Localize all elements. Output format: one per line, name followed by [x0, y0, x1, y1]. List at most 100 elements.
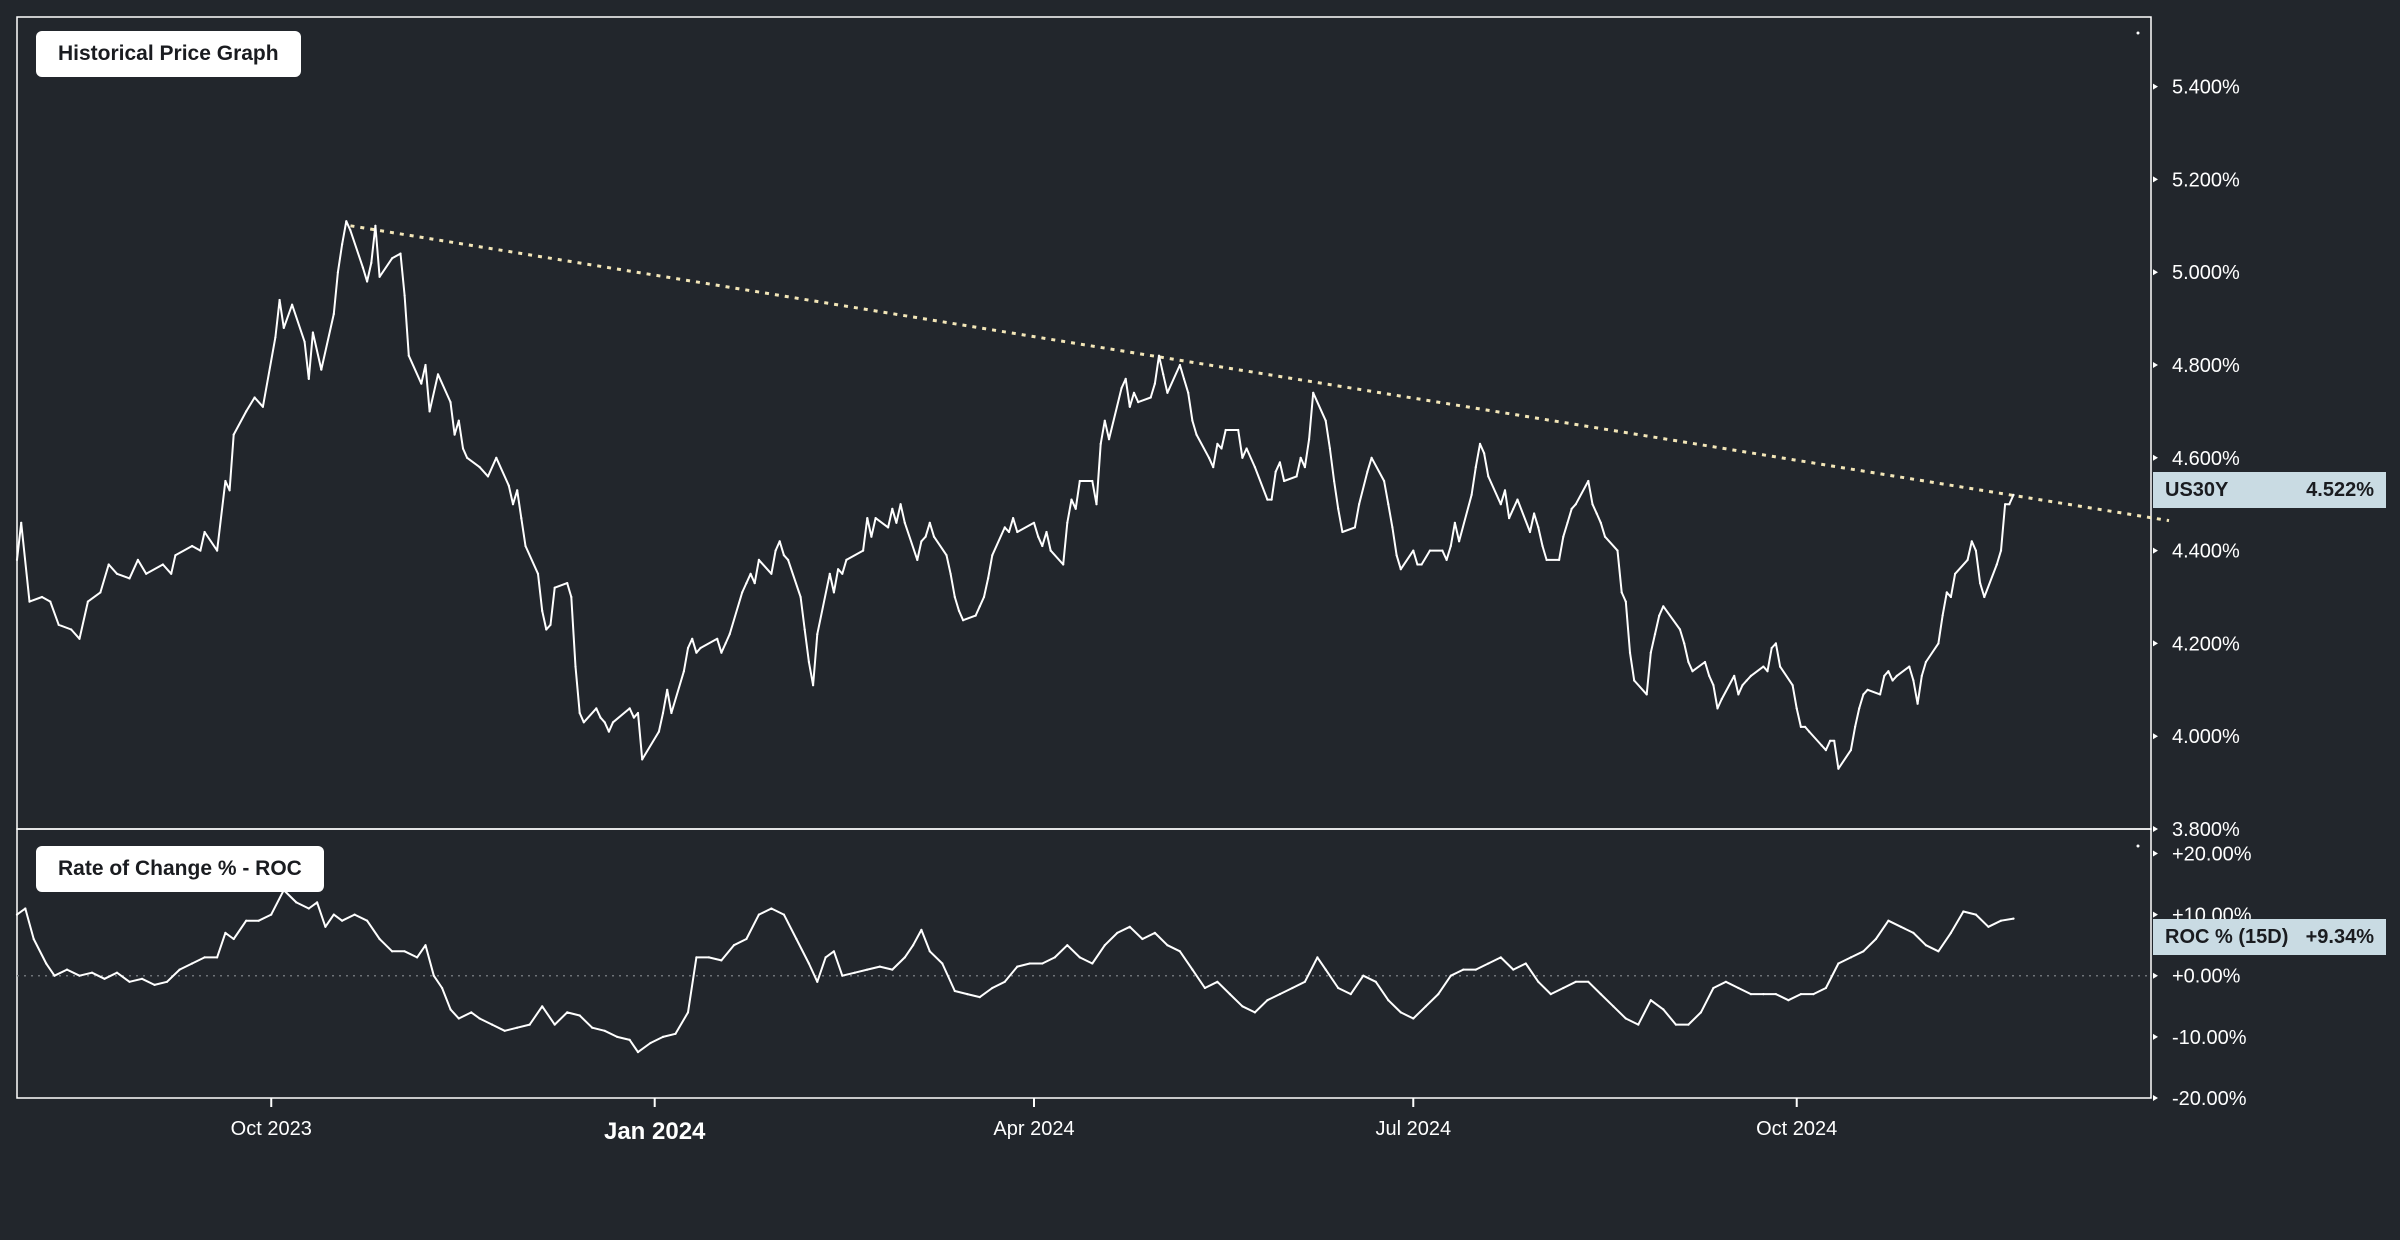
price-panel-title: Historical Price Graph [36, 31, 301, 77]
price-series-point [1441, 549, 1444, 552]
price-series-point [1587, 479, 1590, 483]
roc-series-point [103, 977, 106, 980]
roc-value-flag: ROC % (15D) +9.34% [2153, 919, 2386, 955]
price-series-point [70, 628, 73, 631]
roc-y-tick-marker [2153, 1033, 2158, 1040]
roc-series-point [1912, 931, 1915, 935]
price-series-point [1791, 684, 1794, 687]
price-series-point [1829, 739, 1832, 742]
roc-series-point [503, 1029, 506, 1032]
roc-series-point [1191, 968, 1194, 971]
x-tick-label: Jul 2024 [1375, 1118, 1451, 1140]
roc-series-point [1624, 1017, 1627, 1020]
x-tick-label: Jan 2024 [604, 1118, 706, 1145]
price-series-point [1399, 568, 1402, 571]
roc-series-point [1937, 950, 1940, 953]
roc-series-point [416, 956, 419, 959]
roc-series-point [128, 980, 131, 983]
price-series-point [549, 623, 552, 626]
roc-panel-frame [16, 828, 2152, 1099]
roc-series-point [65, 968, 69, 971]
price-series-point [1453, 521, 1456, 524]
price-series-point [1358, 503, 1361, 506]
price-series-point [1891, 679, 1894, 682]
price-series-point [1716, 707, 1719, 710]
price-series-point [536, 572, 540, 575]
price-series-point [1616, 549, 1619, 552]
price-series-point [1983, 595, 1986, 599]
roc-series-point [616, 1035, 619, 1038]
roc-y-tick-marker [2153, 972, 2158, 979]
price-series-point [1470, 493, 1473, 496]
price-series-point [1858, 707, 1861, 710]
price-series-point [191, 544, 194, 548]
price-series-point [1895, 674, 1898, 678]
price-series-point [1274, 470, 1277, 473]
price-series-point [1512, 507, 1515, 510]
roc-series-point [232, 937, 235, 941]
roc-series-point [449, 1008, 452, 1011]
price-series-point [641, 758, 644, 761]
roc-series-point [1874, 937, 1877, 941]
price-series-point [1153, 382, 1156, 385]
price-series-point [1591, 503, 1594, 506]
roc-series-point [1362, 974, 1365, 977]
price-series-point [1541, 544, 1544, 548]
price-series-point [1428, 549, 1431, 552]
price-series-point [1124, 377, 1127, 380]
price-series-point [595, 707, 598, 710]
price-series-point [1570, 507, 1573, 510]
price-series-point [1645, 693, 1648, 696]
price-y-tick-label: 4.000% [2172, 726, 2240, 748]
price-series-point [199, 549, 202, 552]
x-tick-label: Oct 2024 [1756, 1118, 1837, 1140]
roc-series-point [1449, 974, 1452, 977]
roc-series-point [528, 1023, 531, 1026]
roc-series-point [1824, 986, 1827, 990]
price-series-point [1849, 749, 1852, 752]
roc-series-point [1837, 962, 1840, 965]
price-series-point [545, 628, 548, 631]
price-series-point [1837, 767, 1840, 770]
price-series-point [1299, 456, 1302, 459]
price-series-point [224, 479, 227, 483]
roc-series-point [270, 913, 273, 916]
roc-series-point [1303, 980, 1306, 983]
price-series-point [782, 554, 786, 557]
price-series-point [870, 535, 873, 538]
price-series-point [828, 572, 831, 575]
price-series-point [1032, 521, 1036, 524]
price-series-point [261, 405, 264, 408]
roc-series-point [1228, 993, 1231, 996]
price-series-point [807, 660, 811, 664]
price-series-point [161, 563, 164, 566]
price-series-point [891, 507, 894, 510]
roc-series-point [1066, 944, 1069, 947]
price-series-point [1558, 558, 1561, 562]
roc-series-point [1078, 956, 1081, 959]
roc-series-point [966, 993, 969, 996]
price-series-point [778, 540, 781, 543]
price-series-point [1533, 512, 1536, 515]
price-series-point [570, 595, 573, 599]
roc-series-point [1649, 999, 1652, 1002]
roc-series-point [566, 1011, 569, 1014]
price-series-point [203, 530, 206, 534]
roc-series-point [432, 974, 435, 977]
price-series-point [1162, 373, 1165, 376]
roc-series-point [1487, 962, 1490, 965]
price-series-point [1737, 693, 1740, 696]
roc-series-point [1091, 962, 1094, 965]
roc-series-point [90, 971, 94, 974]
roc-series-point [1812, 993, 1815, 996]
roc-series-point [661, 1035, 665, 1038]
price-series-point [1920, 674, 1923, 678]
price-series-point [170, 572, 173, 575]
price-series-point [957, 609, 961, 613]
roc-series-point [1949, 931, 1952, 935]
roc-series-point [216, 956, 219, 959]
roc-series-point [324, 925, 327, 928]
roc-series-point [2012, 917, 2015, 920]
price-series-point [1795, 707, 1798, 710]
price-series-point [745, 582, 748, 585]
